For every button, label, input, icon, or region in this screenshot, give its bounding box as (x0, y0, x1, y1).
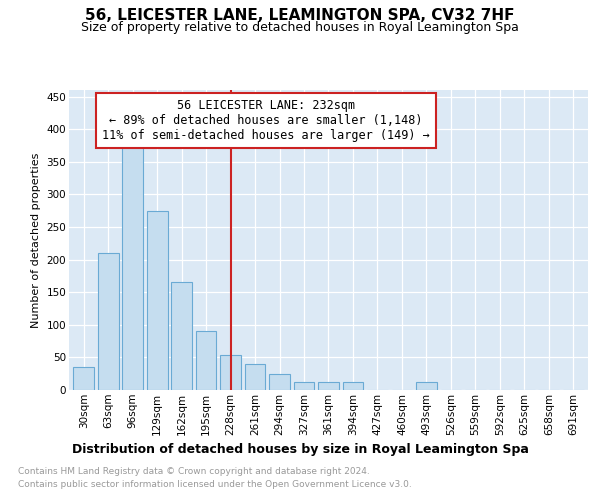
Bar (122, 146, 143, 390)
Text: 56, LEICESTER LANE, LEAMINGTON SPA, CV32 7HF: 56, LEICESTER LANE, LEAMINGTON SPA, CV32… (85, 8, 515, 22)
Bar (318, 382, 339, 390)
Bar (147, 210, 167, 390)
Text: Size of property relative to detached houses in Royal Leamington Spa: Size of property relative to detached ho… (81, 21, 519, 34)
Text: Contains public sector information licensed under the Open Government Licence v3: Contains public sector information licen… (18, 480, 412, 489)
Bar (196, 332, 217, 390)
Bar (416, 382, 437, 390)
Bar (171, 282, 192, 390)
Bar (73, 367, 94, 390)
Text: Distribution of detached houses by size in Royal Leamington Spa: Distribution of detached houses by size … (71, 442, 529, 456)
Bar (245, 364, 265, 390)
Bar (293, 382, 314, 390)
Text: 56 LEICESTER LANE: 232sqm
← 89% of detached houses are smaller (1,148)
11% of se: 56 LEICESTER LANE: 232sqm ← 89% of detac… (103, 99, 430, 142)
Bar (98, 253, 119, 390)
Bar (343, 382, 364, 390)
Bar (269, 374, 290, 390)
Bar (220, 356, 241, 390)
Text: Contains HM Land Registry data © Crown copyright and database right 2024.: Contains HM Land Registry data © Crown c… (18, 467, 370, 476)
Y-axis label: Number of detached properties: Number of detached properties (31, 152, 41, 328)
